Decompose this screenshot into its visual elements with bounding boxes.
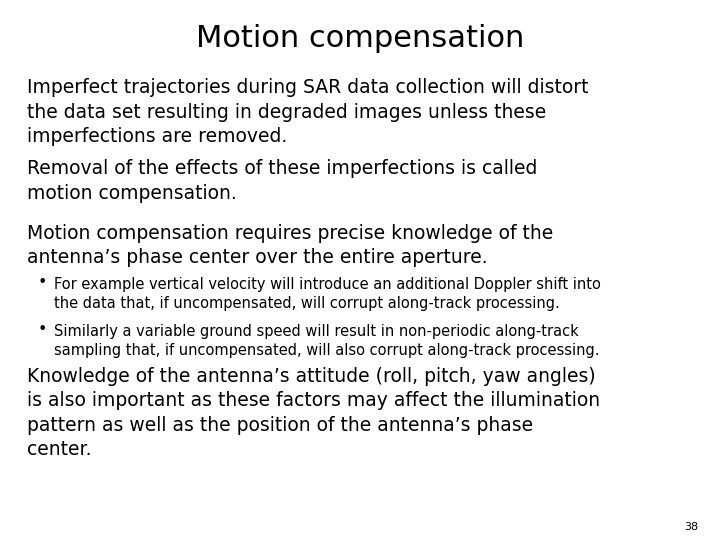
Text: For example vertical velocity will introduce an additional Doppler shift into
th: For example vertical velocity will intro… — [54, 277, 601, 310]
Text: Removal of the effects of these imperfections is called
motion compensation.: Removal of the effects of these imperfec… — [27, 159, 538, 202]
Text: 38: 38 — [684, 522, 698, 532]
Text: Imperfect trajectories during SAR data collection will distort
the data set resu: Imperfect trajectories during SAR data c… — [27, 78, 589, 146]
Text: Similarly a variable ground speed will result in non-periodic along-track
sampli: Similarly a variable ground speed will r… — [54, 324, 600, 357]
Text: •: • — [37, 275, 47, 291]
Text: •: • — [37, 322, 47, 338]
Text: Motion compensation: Motion compensation — [196, 24, 524, 53]
Text: Knowledge of the antenna’s attitude (roll, pitch, yaw angles)
is also important : Knowledge of the antenna’s attitude (rol… — [27, 367, 600, 459]
Text: Motion compensation requires precise knowledge of the
antenna’s phase center ove: Motion compensation requires precise kno… — [27, 224, 554, 267]
